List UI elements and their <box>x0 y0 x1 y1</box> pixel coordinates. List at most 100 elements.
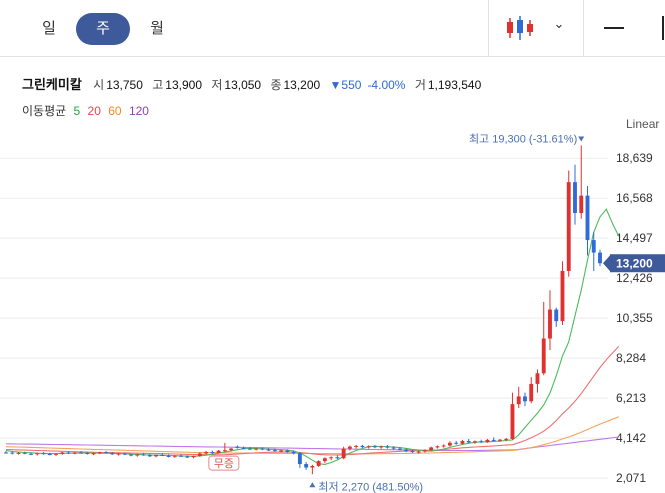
candle-body <box>379 446 384 448</box>
candle-body <box>491 439 496 441</box>
candle-body <box>197 453 202 456</box>
chevron-down-icon[interactable]: ⌄ <box>553 16 565 31</box>
candle-body <box>185 456 190 458</box>
low-annotation: 최저 2,270 (481.50%) <box>318 480 423 493</box>
y-tick-label: 18,639 <box>616 151 653 165</box>
candle-body <box>60 452 65 454</box>
candle-body <box>216 450 221 453</box>
candle-body <box>410 451 415 453</box>
candle-body <box>4 452 8 454</box>
candlestick-icon[interactable] <box>505 14 535 42</box>
candle-body <box>272 450 277 452</box>
candle-body <box>579 195 584 214</box>
candle-body <box>204 452 209 454</box>
candle-body <box>16 452 21 454</box>
ma20-line <box>5 345 620 456</box>
candle-body <box>104 452 108 454</box>
candle-body <box>447 442 452 446</box>
candle-body <box>291 452 296 454</box>
candle-body <box>79 452 83 454</box>
candle-body <box>360 445 365 448</box>
candle-body <box>366 446 371 448</box>
candle-body <box>404 449 409 452</box>
candle-body <box>504 438 509 440</box>
candle-body <box>160 454 165 456</box>
candle-body <box>498 439 502 441</box>
candle-body <box>585 195 590 241</box>
last-price-label: 13,200 <box>616 257 653 271</box>
volume-value: 1,193,540 <box>427 78 482 92</box>
candle-body <box>29 453 33 455</box>
candle-body <box>122 453 127 455</box>
candle-body <box>591 240 596 253</box>
candle-body <box>535 373 540 384</box>
candle-body <box>548 309 552 339</box>
candle-body <box>41 453 46 455</box>
stock-summary: 그린케미칼 시 13,750 고 13,900 저 13,050 종 13,200 ▼5… <box>22 74 487 93</box>
candle-body <box>166 455 171 457</box>
ma-legend-label: 이동평균 <box>22 104 67 118</box>
candle-body <box>573 182 577 214</box>
candle-body <box>316 461 321 466</box>
ma-60: 60 <box>108 104 122 118</box>
candle-body <box>397 448 402 450</box>
candle-body <box>598 252 602 264</box>
candle-body <box>460 441 465 444</box>
candle-body <box>229 448 234 451</box>
y-tick-label: 6,213 <box>616 391 646 405</box>
change-percent: -4.00% <box>367 78 406 92</box>
period-tabs: 일 주 월 ⌄ <box>0 0 665 57</box>
divider <box>583 0 584 56</box>
candle-body <box>322 458 327 462</box>
stock-name: 그린케미칼 <box>22 77 82 92</box>
candle-body <box>91 453 96 455</box>
minus-icon[interactable] <box>604 27 624 29</box>
candle-body <box>422 450 427 452</box>
high-label: 고 <box>152 78 164 92</box>
candle-body <box>441 445 446 447</box>
candle-body <box>260 448 265 450</box>
candle-body <box>172 455 177 457</box>
tab-day[interactable]: 일 <box>42 20 56 37</box>
candle-body <box>297 453 302 465</box>
candle-body <box>485 439 490 443</box>
low-label: 저 <box>211 78 223 92</box>
price-chart[interactable]: 18,639 16,568 14,497 12,426 10,355 8,284 6,213… <box>0 130 665 493</box>
candle-body <box>10 452 15 454</box>
candle-body <box>254 448 259 450</box>
candle-body <box>285 450 290 453</box>
candle-body <box>54 453 58 455</box>
candle-body <box>247 448 252 450</box>
high-value: 13,900 <box>165 78 202 92</box>
candle-body <box>310 465 315 468</box>
candle-body <box>391 447 396 449</box>
candle-body <box>416 451 421 453</box>
divider <box>488 0 489 56</box>
change-value: ▼550 <box>329 78 362 92</box>
ma-5: 5 <box>73 104 81 118</box>
candle-body <box>241 447 246 449</box>
y-tick-label: 14,497 <box>616 231 653 245</box>
last-price-pointer <box>603 254 611 273</box>
candle-body <box>566 182 571 271</box>
candle-body <box>523 396 527 402</box>
scale-label[interactable]: Linear <box>626 117 660 131</box>
candle-body <box>372 446 377 448</box>
candle-body <box>110 453 115 455</box>
candle-body <box>279 450 284 452</box>
candle-body <box>235 446 240 448</box>
tab-month[interactable]: 월 <box>150 20 164 37</box>
candle-body <box>116 453 121 455</box>
candle-body <box>304 464 309 468</box>
candle-body <box>341 448 346 459</box>
candle-body <box>541 338 546 374</box>
close-value: 13,200 <box>283 78 321 92</box>
candle-body <box>429 447 434 451</box>
candle-body <box>35 453 40 455</box>
moving-average-legend: 이동평균 5 20 60 120 <box>22 102 153 119</box>
candle-body <box>347 446 352 449</box>
candle-body <box>466 441 471 443</box>
tab-week[interactable]: 주 <box>76 13 130 45</box>
y-tick-label: 8,284 <box>616 351 646 365</box>
plus-icon[interactable] <box>662 16 664 40</box>
